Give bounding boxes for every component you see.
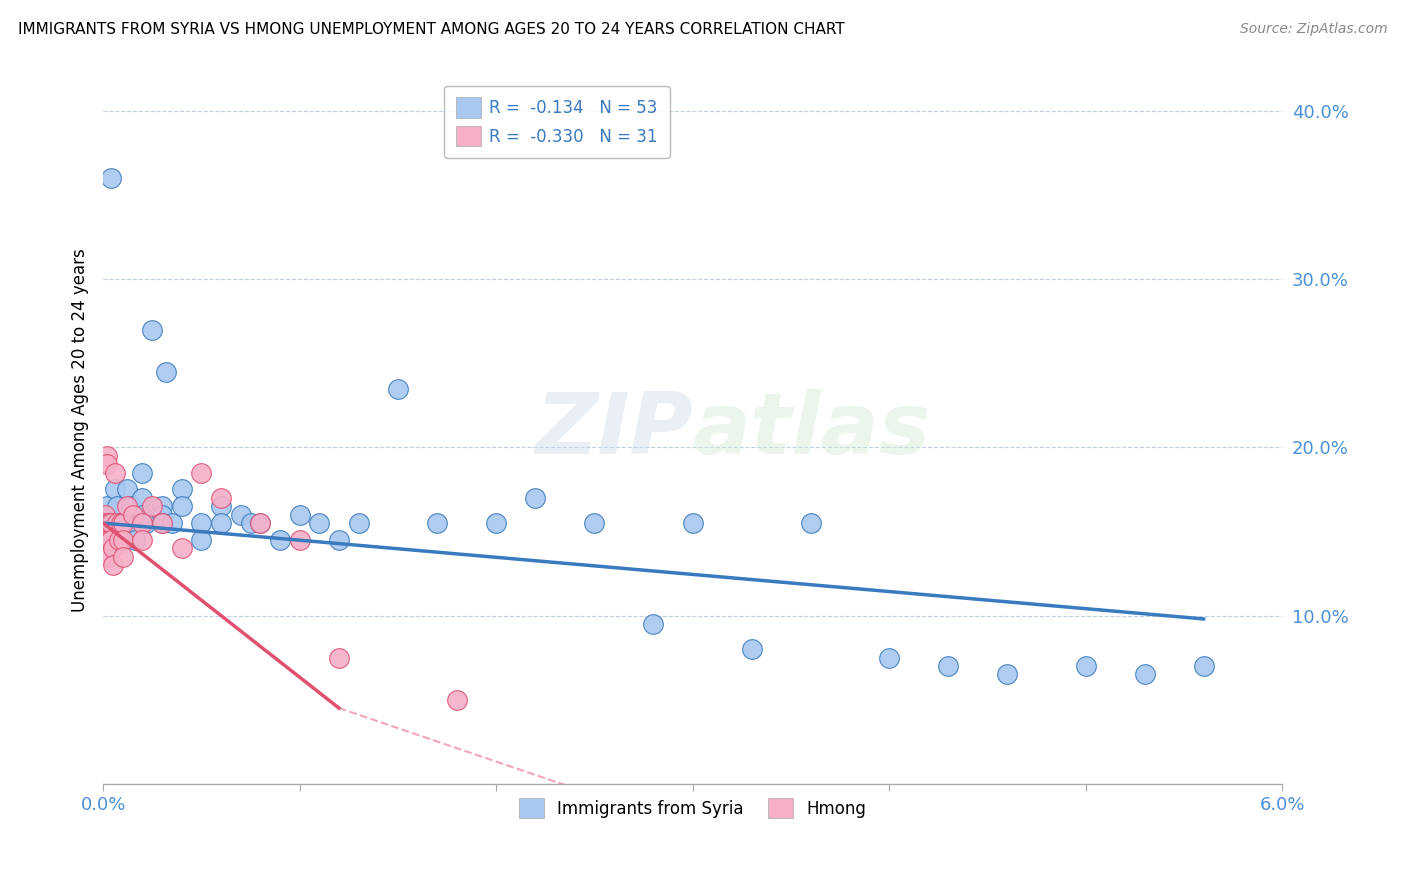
Point (124, 533, 146, 547)
Point (1074, 659, 1097, 673)
Text: ZIP: ZIP (536, 389, 693, 472)
Point (96, 500, 118, 514)
Point (170, 500, 193, 514)
Point (101, 516, 124, 530)
Point (98, 516, 121, 530)
Point (936, 659, 959, 673)
Point (94, 516, 117, 530)
Point (121, 516, 143, 530)
Point (131, 516, 153, 530)
Point (104, 466, 127, 480)
Point (150, 508, 173, 522)
Point (150, 500, 173, 514)
Point (426, 516, 449, 530)
Point (94, 508, 117, 522)
Point (98, 516, 121, 530)
Point (108, 533, 131, 547)
Point (347, 516, 370, 530)
Point (328, 533, 350, 547)
Point (229, 508, 252, 522)
Point (170, 483, 193, 497)
Point (131, 491, 153, 505)
Point (115, 483, 138, 497)
Point (110, 533, 132, 547)
Point (111, 516, 134, 530)
Point (877, 650, 900, 665)
Point (150, 516, 173, 530)
Point (160, 516, 183, 530)
Point (121, 508, 143, 522)
Point (995, 667, 1018, 681)
Point (141, 500, 163, 514)
Point (101, 541, 124, 556)
Point (135, 516, 157, 530)
Point (190, 466, 212, 480)
Point (170, 541, 193, 556)
Point (643, 617, 665, 632)
Point (209, 491, 232, 505)
Point (524, 491, 547, 505)
Point (141, 323, 163, 337)
Point (100, 171, 122, 186)
Point (100, 516, 122, 530)
Point (104, 483, 127, 497)
Point (485, 516, 508, 530)
Point (288, 533, 311, 547)
Point (111, 549, 134, 564)
Point (115, 500, 138, 514)
Point (387, 382, 409, 396)
Text: IMMIGRANTS FROM SYRIA VS HMONG UNEMPLOYMENT AMONG AGES 20 TO 24 YEARS CORRELATIO: IMMIGRANTS FROM SYRIA VS HMONG UNEMPLOYM… (18, 22, 845, 37)
Point (583, 516, 606, 530)
Point (800, 516, 823, 530)
Point (209, 516, 232, 530)
Point (108, 516, 131, 530)
Point (249, 516, 271, 530)
Point (249, 516, 271, 530)
Point (741, 642, 763, 657)
Point (288, 508, 311, 522)
Point (155, 365, 177, 379)
Point (110, 516, 132, 530)
Point (131, 466, 153, 480)
Point (190, 533, 212, 547)
Point (101, 558, 124, 573)
Point (131, 533, 153, 547)
Point (682, 516, 704, 530)
Point (105, 500, 128, 514)
Point (98, 533, 121, 547)
Point (111, 516, 134, 530)
Point (239, 516, 262, 530)
Point (111, 533, 134, 547)
Point (111, 533, 134, 547)
Legend: Immigrants from Syria, Hmong: Immigrants from Syria, Hmong (512, 791, 873, 825)
Point (105, 516, 128, 530)
Point (150, 516, 173, 530)
Point (131, 508, 153, 522)
Point (308, 516, 330, 530)
Point (120, 500, 142, 514)
Point (100, 533, 122, 547)
Point (269, 533, 291, 547)
Point (446, 692, 468, 706)
Point (1192, 659, 1215, 673)
Point (190, 516, 212, 530)
Point (98, 549, 121, 564)
Point (1133, 667, 1156, 681)
Point (209, 500, 232, 514)
Text: Source: ZipAtlas.com: Source: ZipAtlas.com (1240, 22, 1388, 37)
Point (96, 449, 118, 463)
Point (328, 650, 350, 665)
Text: atlas: atlas (693, 389, 931, 472)
Y-axis label: Unemployment Among Ages 20 to 24 years: Unemployment Among Ages 20 to 24 years (72, 249, 89, 613)
Point (96, 457, 118, 471)
